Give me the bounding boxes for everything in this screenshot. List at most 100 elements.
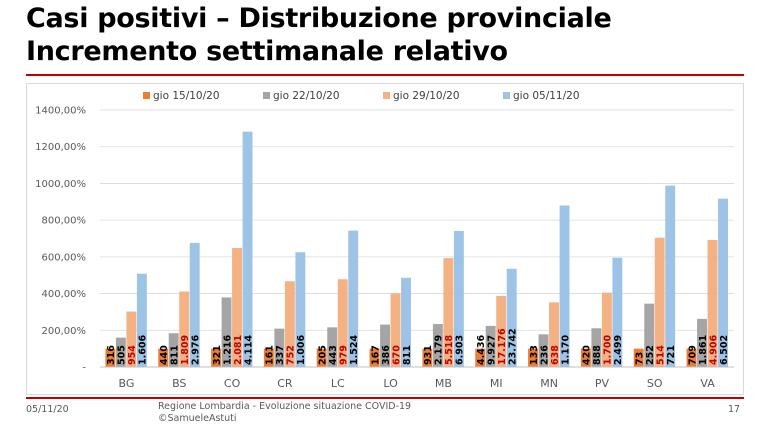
x-tick-label: CO	[224, 377, 241, 390]
data-label: 9.927	[487, 335, 498, 365]
data-label: 6.502	[719, 335, 730, 365]
bar	[179, 291, 190, 367]
x-tick-label: MI	[490, 377, 503, 390]
x-tick-label: LO	[383, 377, 398, 390]
data-label: 888	[592, 345, 603, 365]
bar	[295, 252, 306, 367]
bar	[496, 295, 507, 367]
title-line-1: Casi positivi – Distribuzione provincial…	[26, 3, 612, 34]
x-tick-label: BS	[172, 377, 186, 390]
footer-source: Regione Lombardia - Evoluzione situazion…	[158, 401, 411, 425]
legend-swatch	[503, 92, 510, 99]
x-tick-label: MN	[540, 377, 558, 390]
legend-swatch	[383, 92, 390, 99]
data-label: 440	[159, 345, 170, 365]
bar	[686, 348, 697, 367]
data-label: 2.976	[191, 335, 202, 365]
legend-swatch	[263, 92, 270, 99]
bar	[211, 348, 221, 367]
data-label: 316	[106, 345, 117, 365]
x-tick-label: SO	[647, 377, 663, 390]
footer-source-line: Regione Lombardia - Evoluzione situazion…	[158, 401, 412, 412]
x-tick-label: MB	[435, 377, 452, 390]
data-label: 236	[539, 345, 550, 365]
data-label: 6.903	[455, 335, 466, 365]
data-label: 167	[370, 345, 381, 365]
bar	[538, 334, 549, 367]
bar	[348, 230, 359, 367]
bar	[263, 348, 274, 367]
bar	[475, 348, 486, 367]
data-label: 2.081	[233, 335, 244, 365]
bar	[316, 348, 327, 367]
x-tick-label: BG	[118, 377, 134, 390]
bar	[559, 205, 570, 367]
data-label: 752	[286, 345, 297, 365]
x-tick-label: PV	[595, 377, 610, 390]
data-label: 1.524	[349, 335, 360, 365]
legend-label: gio 22/10/20	[273, 90, 340, 102]
data-label: 420	[582, 345, 593, 365]
data-label: 811	[402, 345, 413, 365]
data-label: 4.114	[243, 335, 254, 365]
bar	[591, 328, 602, 367]
y-tick-label: 800,00%	[42, 216, 87, 227]
data-label: 1.170	[560, 335, 571, 365]
chart-container: - 200,00% 400,00% 600,00% 800,00% 1000,00% 120…	[26, 83, 744, 395]
data-label: 514	[656, 345, 667, 365]
data-label: 954	[127, 345, 138, 365]
data-label: 1.006	[296, 335, 307, 365]
bar	[601, 292, 612, 367]
bar	[443, 258, 454, 367]
title-line-2: Incremento settimanale relativo	[26, 36, 508, 67]
bar	[221, 297, 232, 367]
data-label: 1.606	[138, 335, 149, 365]
bar	[644, 303, 655, 367]
bar	[697, 318, 707, 367]
bar	[242, 131, 253, 367]
bar	[136, 273, 147, 367]
bar	[274, 328, 285, 367]
data-label: 1.861	[698, 335, 709, 365]
footer-author: ©SamueleAstuti	[158, 413, 237, 424]
data-label: 721	[666, 345, 677, 365]
data-label: 638	[550, 345, 561, 365]
y-tick-label: -	[82, 363, 86, 374]
bar	[432, 324, 443, 367]
bar	[612, 257, 623, 367]
data-label: 386	[381, 345, 392, 365]
data-label: 205	[318, 345, 329, 365]
bar	[115, 337, 126, 367]
top-divider	[26, 74, 744, 76]
data-label: 443	[328, 345, 339, 365]
footer-date: 05/11/20	[26, 404, 69, 415]
bar	[665, 185, 676, 367]
data-label: 2.179	[434, 335, 445, 365]
data-label: 670	[391, 345, 402, 365]
bar	[337, 279, 348, 367]
data-label: 2.499	[613, 335, 624, 365]
legend-label: gio 05/11/20	[513, 90, 580, 102]
bar	[105, 348, 116, 367]
data-label: 337	[275, 345, 286, 365]
x-tick-label: VA	[700, 377, 715, 390]
bar	[189, 242, 200, 367]
data-label: 5.518	[444, 335, 455, 365]
slide-title: Casi positivi – Distribuzione provincial…	[26, 2, 612, 68]
data-label: 161	[265, 345, 276, 365]
bar	[284, 281, 295, 367]
bar-chart: - 200,00% 400,00% 600,00% 800,00% 1000,00% 120…	[26, 83, 744, 395]
bar	[549, 302, 559, 367]
x-tick-label: LC	[331, 377, 345, 390]
data-label: 73	[635, 352, 646, 365]
bar	[232, 248, 242, 367]
page-number: 17	[728, 404, 741, 415]
bar	[158, 348, 169, 367]
data-label: 4.436	[476, 335, 487, 365]
data-label: 979	[339, 345, 350, 365]
data-label: 1.216	[222, 335, 233, 365]
bottom-divider	[26, 397, 744, 399]
data-label: 505	[117, 345, 128, 365]
data-label: 23.742	[508, 328, 519, 365]
bar	[369, 348, 380, 367]
